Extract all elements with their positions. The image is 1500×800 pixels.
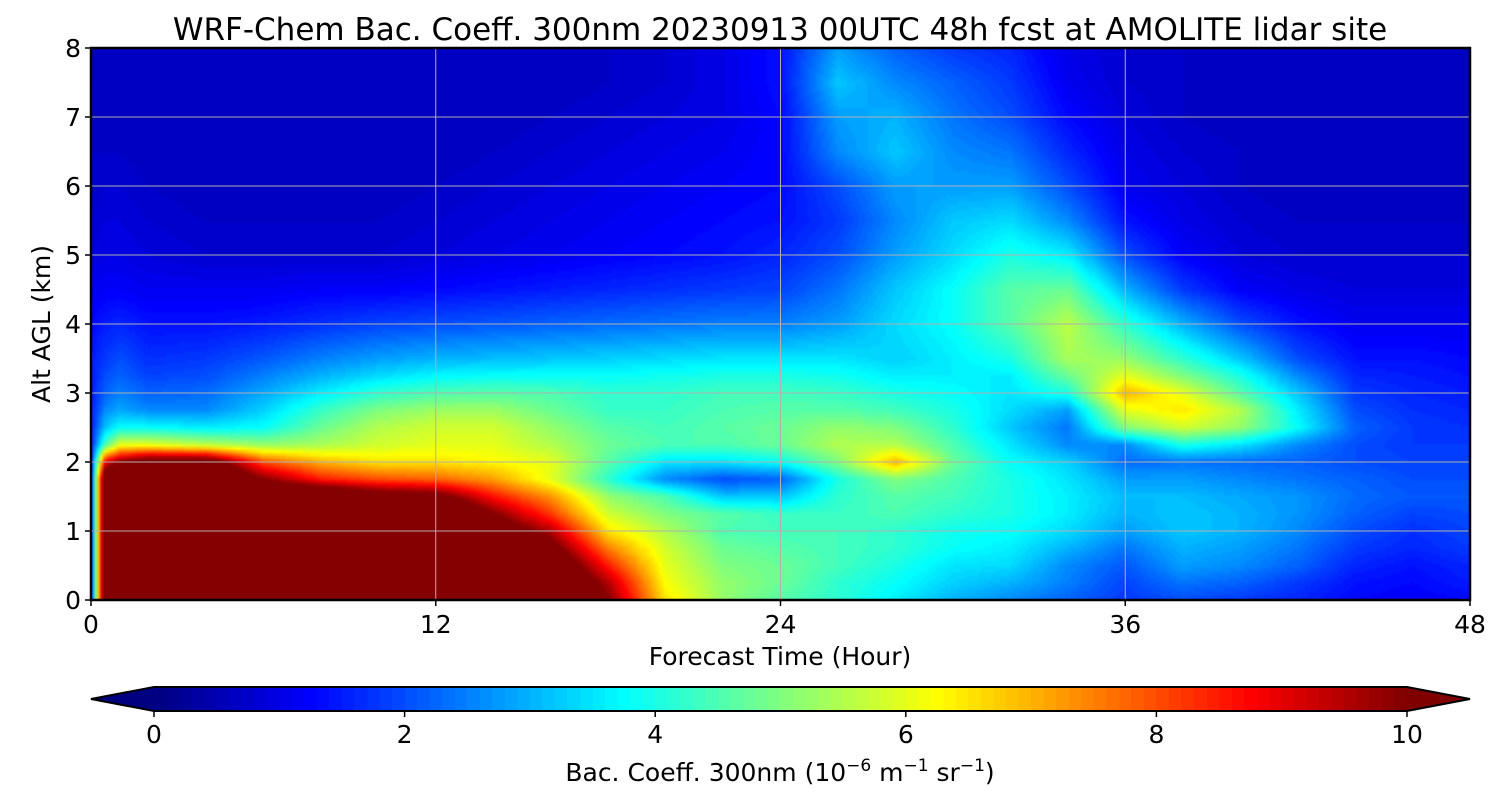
x-tick-label: 36 <box>1109 610 1141 639</box>
y-tick-label: 6 <box>65 172 81 201</box>
y-tick-label: 1 <box>65 517 81 546</box>
chart-title: WRF-Chem Bac. Coeff. 300nm 20230913 00UT… <box>173 12 1387 48</box>
colorbar-tick-label: 10 <box>1391 720 1423 749</box>
y-tick-label: 7 <box>65 103 81 132</box>
x-tick-label: 24 <box>765 610 797 639</box>
colorbar-tick-label: 6 <box>898 720 914 749</box>
y-tick-label: 0 <box>65 586 81 615</box>
y-axis-ticks: 0 1 2 3 4 5 6 7 8 <box>65 34 91 615</box>
colorbar-label: Bac. Coeff. 300nm (10−6 m−1 sr−1) <box>565 756 994 787</box>
x-axis-label: Forecast Time (Hour) <box>649 642 912 671</box>
x-tick-label: 0 <box>83 610 99 639</box>
colorbar-tick-label: 8 <box>1148 720 1164 749</box>
colorbar-tick-label: 2 <box>397 720 413 749</box>
y-tick-label: 4 <box>65 310 81 339</box>
x-tick-label: 12 <box>420 610 452 639</box>
y-tick-label: 5 <box>65 241 81 270</box>
y-tick-label: 3 <box>65 379 81 408</box>
x-tick-label: 48 <box>1454 610 1486 639</box>
y-axis-label: Alt AGL (km) <box>27 245 56 403</box>
colorbar-ticks: 0 2 4 6 8 10 <box>146 711 1423 749</box>
y-tick-label: 2 <box>65 448 81 477</box>
y-tick-label: 8 <box>65 34 81 63</box>
colorbar <box>91 687 1470 711</box>
colorbar-tick-label: 0 <box>146 720 162 749</box>
x-axis-ticks: 0 12 24 36 48 <box>83 600 1486 639</box>
colorbar-tick-label: 4 <box>647 720 663 749</box>
